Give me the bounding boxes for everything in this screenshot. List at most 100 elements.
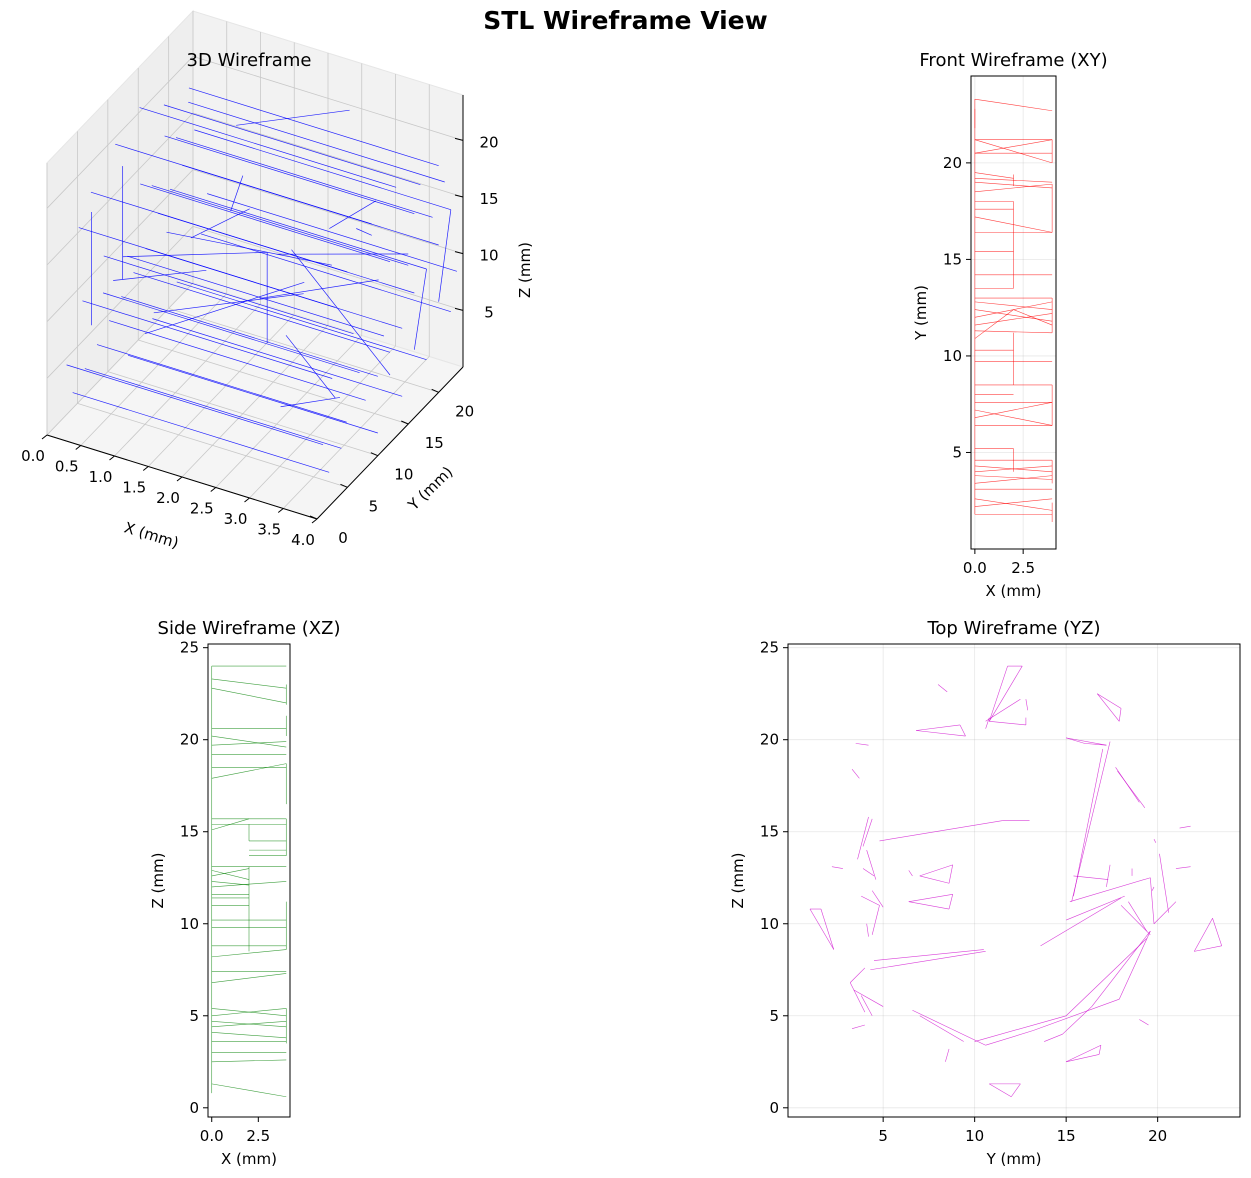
grid-line [77, 402, 348, 488]
grid-line [168, 307, 439, 393]
wire-segment [280, 397, 341, 408]
axes-frame [970, 75, 1057, 550]
x-tick-label: 2.0 [156, 489, 180, 507]
wire-segment [974, 401, 1053, 419]
wire-segments [974, 98, 1053, 522]
wire-segment [188, 87, 439, 167]
x-axis-label: X (mm) [986, 582, 1042, 600]
wire-segment [207, 193, 458, 272]
x-tick-label: 20 [1148, 1127, 1167, 1145]
x-tick-label: 1.5 [122, 479, 146, 497]
x-tick [244, 497, 250, 503]
y-tick-label: 20 [943, 154, 962, 172]
wire-segment [1179, 825, 1191, 829]
wire-segment [959, 724, 966, 737]
wire-segment [945, 1048, 950, 1062]
wire-segment [122, 251, 268, 258]
wire-segment [164, 135, 415, 215]
wire-segment [109, 320, 366, 401]
x-axis-label: X (mm) [122, 518, 181, 552]
x-axis-label: X (mm) [221, 1150, 277, 1168]
subplot-title: 3D Wireframe [187, 50, 312, 71]
wire-segment [1153, 901, 1177, 924]
y-tick-label: 0 [769, 1099, 779, 1117]
wire-segment [144, 282, 305, 334]
z-tick-label: 5 [484, 303, 494, 321]
wire-segment [871, 905, 880, 935]
z-axis-label: Z (mm) [516, 242, 534, 298]
wire-segment [974, 498, 1053, 507]
wire-segment [175, 137, 433, 218]
wire-segment [82, 300, 333, 379]
y-tick [309, 515, 318, 520]
wire-segment [236, 109, 350, 126]
x-tick [109, 455, 115, 461]
wire-segment [919, 864, 953, 877]
wire-segment [1118, 930, 1151, 1000]
wire-segment [866, 850, 877, 880]
y-tick-label: 10 [180, 915, 199, 933]
y-tick-label: 10 [943, 347, 962, 365]
wire-segment [861, 895, 880, 906]
wire-segment [1091, 930, 1151, 1007]
y-tick-label: 10 [394, 466, 413, 484]
wire-segment [1150, 877, 1155, 924]
figure-title: STL Wireframe View [483, 6, 768, 35]
wire-segment [862, 868, 875, 877]
y-tick-label: 0 [338, 529, 348, 547]
y-tick-label: 15 [180, 823, 199, 841]
z-tick [454, 137, 464, 141]
grid-line [46, 56, 194, 209]
wire-segment [259, 279, 379, 299]
grid-line [107, 371, 378, 457]
wire-segment [211, 1083, 287, 1098]
wire-segment [96, 344, 347, 423]
wire-segment [908, 901, 950, 910]
y-tick-label: 5 [952, 443, 962, 461]
wire-segment [152, 318, 403, 397]
x-tick-label: 0.5 [55, 458, 79, 476]
x-tick [41, 434, 48, 440]
wire-segment [849, 982, 866, 1013]
axes-frame [787, 643, 1241, 1118]
wire-segment [989, 1083, 1012, 1098]
y-axis-label: Z (mm) [729, 853, 747, 909]
wire-segment [151, 185, 409, 266]
wire-segment [140, 183, 391, 263]
wire-segment [974, 309, 1014, 339]
grid-line [46, 226, 194, 379]
x-tick [176, 476, 183, 482]
wire-segment [211, 741, 287, 746]
wire-segment [1084, 743, 1107, 746]
wire-segment [1212, 918, 1222, 946]
wire-segment [937, 684, 948, 693]
wire-segment [1069, 877, 1151, 902]
wire-segment [974, 301, 1053, 310]
z-tick [454, 307, 464, 311]
wire-segment [139, 107, 397, 188]
wire-segment [1097, 693, 1120, 722]
wire-segment [90, 191, 348, 273]
wire-segment [1117, 770, 1146, 808]
x-tick-label: 2.5 [1011, 559, 1035, 577]
wire-segment [285, 335, 336, 399]
wire-segment [948, 864, 953, 884]
wire-segment [115, 143, 372, 225]
wire-segment [66, 364, 324, 446]
wire-segment [974, 330, 1053, 334]
grid-line [46, 169, 194, 322]
wire-segment [862, 818, 873, 847]
wire-segment [1066, 1054, 1100, 1063]
wire-segment [211, 870, 250, 880]
wire-segment [1128, 901, 1147, 932]
x-tick-label: 3.5 [257, 521, 281, 539]
wire-segment [989, 665, 1008, 722]
subplot-3: 5 10 15 20 0 5 10 15 20 25 Top Wireframe (YZ) Y (mm… [729, 618, 1241, 1168]
y-tick-label: 10 [760, 915, 779, 933]
x-tick-label: 2.5 [190, 500, 214, 518]
wire-segment [1066, 737, 1107, 746]
wire-segment [1175, 866, 1191, 869]
y-tick [370, 452, 379, 457]
